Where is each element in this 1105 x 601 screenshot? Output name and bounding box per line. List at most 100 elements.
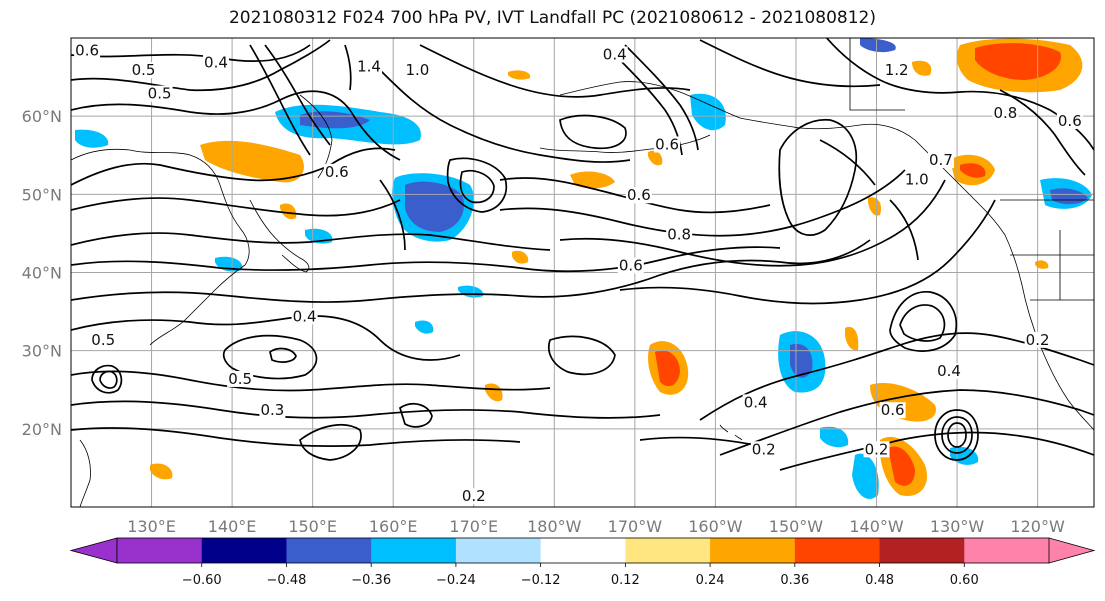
- contour-label-text: 0.2: [865, 440, 889, 458]
- contour-label: 0.6: [625, 186, 652, 204]
- pv-contour: [379, 179, 406, 251]
- negative-anomaly-area: [852, 453, 879, 499]
- colorbar-ticks: −0.60 −0.48 −0.36 −0.24 −0.12 0.12 0.24 0.36 0.4…: [182, 563, 979, 588]
- contour-label-background: [742, 394, 769, 411]
- contour-label: 0.5: [90, 331, 117, 349]
- pv-contour: [778, 118, 858, 236]
- contour-label-background: [1056, 112, 1083, 129]
- contour-label-background: [666, 226, 693, 243]
- pv-contour: [459, 169, 495, 204]
- contour-label-text: 0.4: [937, 362, 961, 380]
- contour-label-text: 0.5: [148, 85, 172, 103]
- colorbar-swatch: [201, 538, 287, 563]
- contour-label-background: [74, 42, 101, 59]
- contour-label-text: 0.8: [993, 104, 1017, 122]
- contour-label: 0.5: [227, 370, 254, 388]
- contour-label-text: 0.6: [75, 42, 99, 60]
- contour-label-background: [356, 58, 383, 75]
- longitude-label: 150°W: [769, 517, 824, 536]
- positive-anomaly-area: [512, 250, 529, 264]
- pv-contour: [548, 335, 616, 376]
- contour-label: 0.4: [936, 362, 963, 380]
- colorbar-extend-min: [69, 537, 118, 564]
- colorbar: [69, 537, 1096, 564]
- positive-anomaly-area: [280, 203, 297, 220]
- colorbar-tick-label: −0.36: [351, 573, 391, 588]
- border-canada-us: [849, 38, 1094, 201]
- pv-contour: [639, 436, 761, 447]
- negative-anomaly-area: [75, 129, 109, 148]
- longitude-label: 150°E: [288, 517, 337, 536]
- contour-label-background: [202, 54, 229, 71]
- pv-contour: [71, 427, 521, 447]
- contour-label-background: [146, 85, 173, 102]
- pv-contour: [559, 179, 946, 267]
- coastline-philippines: [79, 439, 91, 507]
- contour-label: 0.5: [146, 85, 173, 103]
- pv-contour: [779, 431, 1094, 471]
- contour-label: 0.7: [927, 151, 954, 169]
- contour-label-text: 0.2: [462, 487, 486, 505]
- colorbar-tick-label: −0.48: [267, 573, 307, 588]
- colorbar-swatch: [455, 538, 542, 563]
- contour-label-background: [601, 46, 628, 63]
- contour-label-background: [927, 152, 954, 169]
- pv-contour: [71, 370, 551, 392]
- latitude-label: 30°N: [22, 342, 62, 361]
- coastline-hawaii: [719, 424, 743, 441]
- contour-label-background: [130, 62, 157, 79]
- latitude-label: 60°N: [22, 107, 62, 126]
- colorbar-tick-label: 0.24: [696, 573, 725, 588]
- contour-label-background: [863, 441, 890, 458]
- positive-anomaly-area: [845, 326, 859, 351]
- contour-label: 0.2: [460, 487, 487, 505]
- colorbar-swatch: [540, 538, 626, 563]
- contour-label: 0.4: [202, 53, 229, 71]
- border-us-states: [1010, 230, 1094, 301]
- colorbar-swatch: [964, 538, 1050, 563]
- pv-contour: [269, 347, 297, 363]
- coastline-asia: [71, 148, 250, 346]
- contour-label-text: 1.0: [405, 61, 429, 79]
- contour-label-background: [227, 370, 254, 387]
- longitude-label: 130°E: [127, 517, 176, 536]
- contour-label-text: 1.2: [885, 61, 909, 79]
- contour-label-background: [654, 136, 681, 153]
- contour-label-text: 0.8: [667, 225, 691, 243]
- colorbar-tick-label: −0.60: [182, 573, 222, 588]
- pv-contour: [71, 246, 781, 273]
- longitude-label: 140°W: [849, 517, 904, 536]
- colorbar-swatch: [710, 538, 796, 563]
- latitude-label: 50°N: [22, 185, 62, 204]
- latitude-labels: 60°N 50°N 40°N 30°N 20°N: [22, 107, 62, 439]
- pv-contour: [71, 90, 401, 161]
- colorbar-tick-label: 0.36: [780, 573, 809, 588]
- pv-contour: [419, 44, 691, 98]
- contour-label: 0.2: [1024, 331, 1051, 349]
- positive-anomaly-area: [150, 463, 173, 480]
- positive-anomaly-area: [975, 43, 1061, 80]
- contour-label: 1.0: [404, 61, 431, 79]
- contour-labels: 0.6 0.5 0.4 0.5 1.4 1.0 0.4 1.2 0.6 0.6 0.6 0.8 0.6 0…: [74, 42, 1083, 505]
- positive-anomaly-area: [655, 350, 680, 387]
- colorbar-tick-label: 0.48: [865, 573, 894, 588]
- contour-label: 0.6: [1056, 112, 1083, 130]
- colorbar-swatch: [879, 538, 965, 563]
- contour-label-background: [259, 402, 286, 419]
- negative-anomaly-area: [820, 426, 849, 448]
- contour-label-text: 1.4: [357, 57, 381, 75]
- colorbar-tick-label: 0.60: [950, 573, 979, 588]
- contour-label: 1.2: [883, 61, 910, 79]
- colorbar-extend-max: [1048, 537, 1096, 564]
- contour-label-text: 0.5: [132, 61, 156, 79]
- pv-contour: [819, 139, 876, 186]
- contour-label-background: [323, 163, 350, 180]
- contour-label: 0.6: [879, 401, 906, 419]
- pv-contour: [99, 370, 118, 389]
- pv-contour: [222, 334, 318, 380]
- positive-anomaly-area: [888, 446, 915, 486]
- coastline-aleutians: [539, 134, 711, 153]
- pv-contour: [71, 232, 551, 251]
- positive-anomaly-area: [912, 60, 932, 76]
- contour-label-background: [992, 105, 1019, 122]
